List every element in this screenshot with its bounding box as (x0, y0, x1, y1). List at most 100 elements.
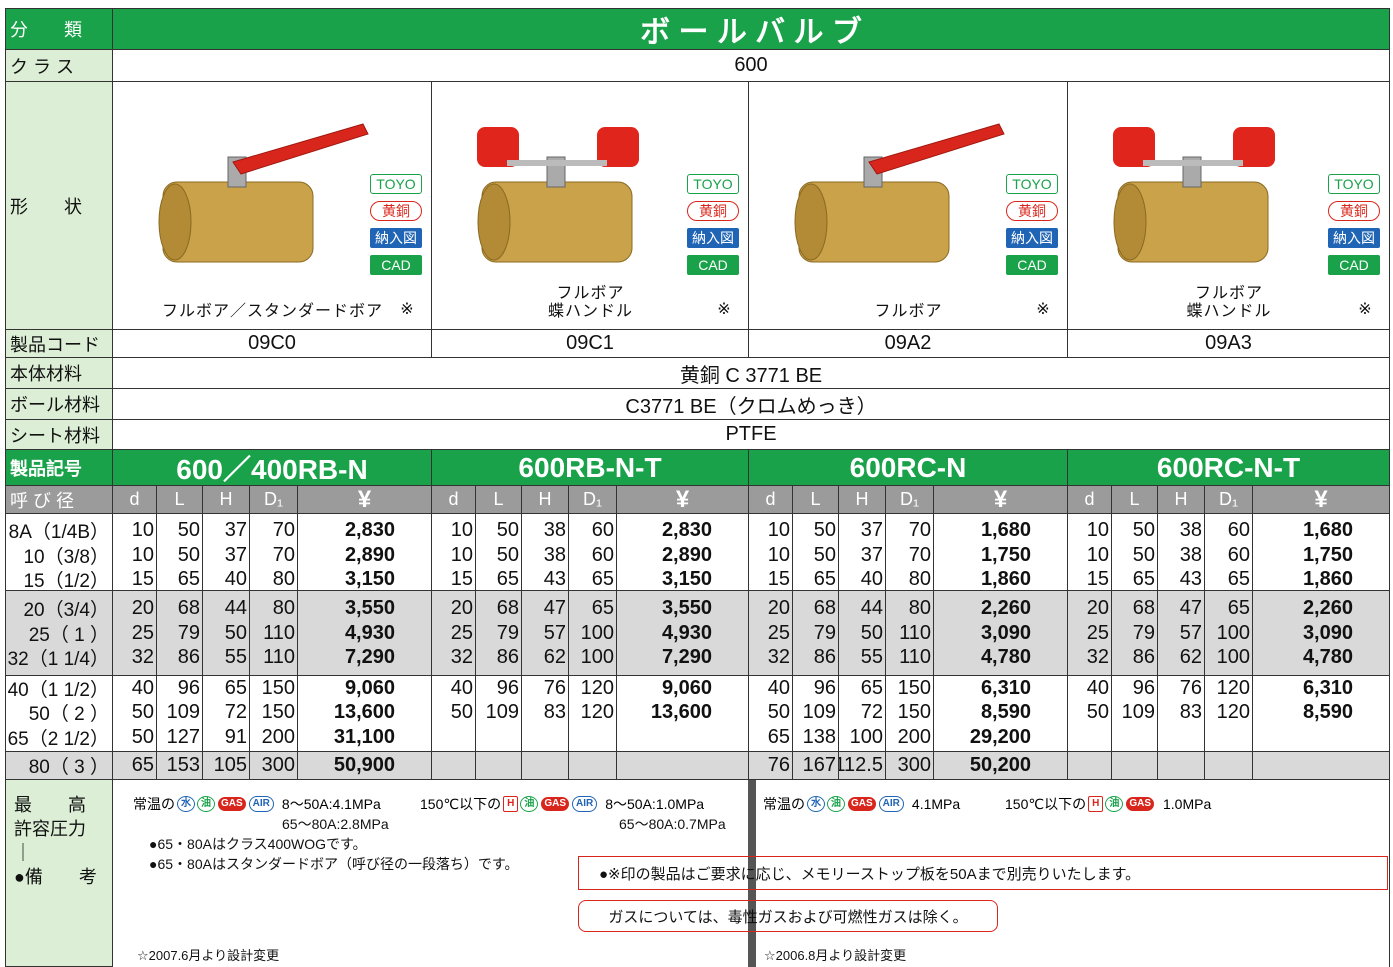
product-mark: ※ (717, 301, 731, 318)
size-group (5, 752, 113, 780)
dimension: 15 (450, 567, 473, 590)
product-shape-cell: TOYO 黄銅 納入図 CAD フルボア ※ (749, 82, 1068, 330)
data-cell-border (250, 676, 298, 752)
price: 7,290 (344, 645, 395, 668)
pressure-note: 150℃以下の H 油 GAS AIR 8〜50A:1.0MPa (420, 794, 704, 814)
medium-icon: 油 (1105, 796, 1124, 812)
dimension: 55 (860, 645, 883, 668)
row-label: 本体材料 (5, 358, 113, 389)
dimension: 50 (767, 700, 790, 723)
dimension: 83 (543, 700, 566, 723)
data-cell-border (1112, 752, 1158, 780)
medium-icon: 水 (807, 796, 825, 812)
dimension: 40 (1086, 676, 1109, 699)
product-mark: ※ (1358, 301, 1372, 318)
dimension: 80 (272, 596, 295, 619)
badge: CAD (370, 255, 422, 275)
badge: 納入図 (370, 228, 422, 248)
badge: 納入図 (1006, 228, 1058, 248)
row-label: 呼 び 径 (5, 486, 113, 514)
dimension: 79 (813, 621, 836, 644)
pressure-value: 65〜80A:0.7MPa (619, 816, 726, 832)
dimension: 100 (580, 621, 614, 644)
price: 3,550 (344, 596, 395, 619)
data-cell-border (157, 752, 203, 780)
dimension: 25 (450, 621, 473, 644)
data-cell-border (432, 752, 476, 780)
price: 29,200 (969, 725, 1031, 748)
dimension: 76 (1179, 676, 1202, 699)
dimension: 15 (1086, 567, 1109, 590)
data-cell-border (1253, 514, 1390, 591)
model-code: 600RB-N-T (432, 450, 749, 486)
dimension: 40 (131, 676, 154, 699)
data-cell-border (476, 752, 522, 780)
data-cell-border (886, 514, 934, 591)
boxed-note: ●※印の製品はご要求に応じ、メモリーストップ板を50Aまで別売りいたします。 (578, 856, 1388, 890)
data-cell-border (298, 591, 432, 676)
product-caption: フルボア (1194, 285, 1263, 300)
data-cell-border (250, 591, 298, 676)
price: 4,780 (1302, 645, 1353, 668)
dimension: 20 (131, 596, 154, 619)
data-cell-border (250, 752, 298, 780)
dimension: 167 (802, 753, 836, 776)
column-header: L (1112, 486, 1158, 514)
data-cell-border (522, 676, 569, 752)
butterfly-handle (1113, 127, 1155, 167)
data-cell-border (250, 514, 298, 591)
dimension: 62 (543, 645, 566, 668)
price: 2,830 (661, 518, 712, 541)
dimension: 44 (224, 596, 247, 619)
badge: TOYO (370, 174, 422, 194)
data-cell-border (157, 514, 203, 591)
data-cell-border (1253, 591, 1390, 676)
data-cell-border (522, 514, 569, 591)
product-code: 09C1 (432, 330, 749, 358)
data-cell-border (1253, 676, 1390, 752)
dimension: 153 (166, 753, 200, 776)
data-cell-border (1205, 514, 1253, 591)
price: 9,060 (661, 676, 712, 699)
notes-label: 最 高許容圧力 ｜ ●備 考 (5, 780, 113, 967)
data-cell-border (569, 676, 617, 752)
data-cell-border (203, 514, 250, 591)
nominal-size: 80（ 3 ） (28, 756, 109, 778)
page-title: ボ ー ル バ ル ブ (113, 8, 1390, 50)
dimension: 150 (261, 700, 295, 723)
boxed-note: ガスについては、毒性ガスおよび可燃性ガスは除く。 (578, 900, 998, 932)
dimension: 86 (496, 645, 519, 668)
dimension: 86 (813, 645, 836, 668)
dimension: 300 (261, 753, 295, 776)
dimension: 200 (261, 725, 295, 748)
badge: 黄銅 (370, 201, 422, 221)
column-header: L (793, 486, 839, 514)
medium-icon: AIR (878, 796, 904, 812)
dimension: 43 (1179, 567, 1202, 590)
dimension: 60 (591, 543, 614, 566)
dimension: 120 (1216, 676, 1250, 699)
notes-divider (748, 780, 756, 967)
dimension: 32 (450, 645, 473, 668)
butterfly-handle (477, 127, 519, 167)
dimension: 120 (1216, 700, 1250, 723)
dimension: 86 (177, 645, 200, 668)
size-group (5, 676, 113, 752)
nominal-size: 10（3/8） (23, 546, 109, 568)
dimension: 40 (450, 676, 473, 699)
butterfly-bar (1143, 160, 1243, 166)
dimension: 79 (177, 621, 200, 644)
price: 2,260 (1302, 596, 1353, 619)
dimension: 127 (166, 725, 200, 748)
size-group (5, 591, 113, 676)
product-caption: 蝶ハンドル (1186, 303, 1272, 318)
product-shape-cell: TOYO 黄銅 納入図 CAD フルボア 蝶ハンドル ※ (1068, 82, 1390, 330)
column-header: D₁ (1205, 486, 1253, 514)
dimension: 72 (860, 700, 883, 723)
price: 4,780 (980, 645, 1031, 668)
pressure-value: 65〜80A:2.8MPa (282, 816, 389, 832)
medium-icon: H (1088, 796, 1104, 812)
dimension: 57 (1179, 621, 1202, 644)
dimension: 50 (1132, 518, 1155, 541)
